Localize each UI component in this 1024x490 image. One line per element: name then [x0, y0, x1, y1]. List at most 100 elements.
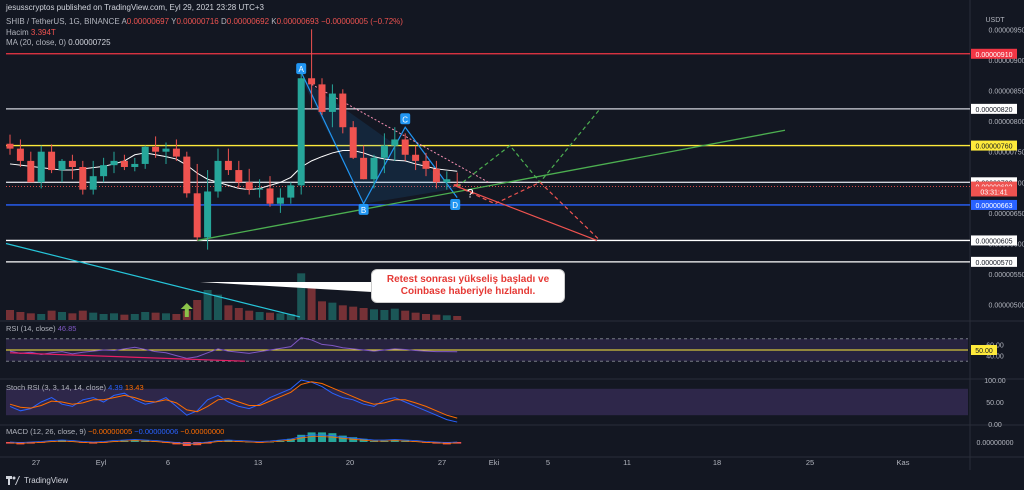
price-axis-badge [971, 199, 1017, 210]
volume-bar [338, 305, 347, 320]
price-axis-badge [971, 103, 1017, 114]
open-value: 0.00000697 [126, 17, 170, 26]
candle-body [141, 146, 149, 164]
candle-body [183, 156, 191, 194]
candle-body [297, 78, 305, 186]
time-tick-label: 20 [346, 458, 354, 467]
macd-value-3: −0.00000000 [180, 427, 225, 436]
price-axis-badge-text: 0.00000760 [976, 144, 1013, 151]
macd-value-1: −0.00000005 [88, 427, 133, 436]
volume-bar [224, 305, 233, 320]
volume-bar [120, 314, 129, 320]
price-tick-label: 0.00000900 [989, 58, 1024, 65]
stoch-d-value: 13.43 [124, 383, 144, 392]
pattern-point-label: C [402, 115, 408, 124]
macd-hist-bar [328, 433, 337, 442]
volume-bar [58, 312, 66, 320]
price-axis-badge-text: 0.00000910 [976, 52, 1013, 59]
price-axis-badge-text: 0.00000570 [976, 260, 1013, 267]
rsi-value: 46.85 [57, 324, 77, 333]
candle-body [245, 182, 253, 190]
volume-bar [349, 306, 358, 320]
volume-bar [214, 294, 222, 320]
candle-body [380, 145, 388, 158]
candle-body [422, 160, 430, 169]
volume-bar [276, 313, 285, 320]
volume-bar [89, 312, 98, 320]
candle-body [214, 160, 222, 192]
candle-body [391, 139, 399, 146]
price-tick-label: 0.00000550 [989, 272, 1024, 279]
price-axis-badge [971, 256, 1017, 267]
pattern-point-label: B [361, 206, 366, 215]
open-key: A [121, 17, 127, 26]
macd-hist-bar [318, 432, 326, 442]
volume-bar [141, 312, 150, 320]
ma-label: MA (20, close, 0) [6, 38, 67, 47]
volume-bar [78, 310, 87, 320]
volume-bar [442, 315, 451, 320]
stoch-legend[interactable]: Stoch RSI (3, 3, 14, 14, close) 4.39 13.… [6, 383, 144, 392]
price-tick-label: 0.00000500 [989, 303, 1024, 310]
candle-body [287, 185, 295, 198]
annotation-callout[interactable]: Retest sonrası yükseliş başladı ve Coinb… [372, 270, 564, 302]
time-tick-label: 6 [166, 458, 170, 467]
pattern-point-label: A [299, 65, 305, 74]
time-tick-label: Kas [897, 458, 910, 467]
stoch-tick-label: 100.00 [984, 378, 1006, 385]
volume-bar [359, 308, 368, 320]
footer-brand[interactable]: TradingView [6, 476, 68, 485]
volume-bar [255, 312, 264, 320]
volume-label: Hacim [6, 28, 29, 37]
candle-body [48, 151, 56, 171]
stoch-tick-label: 0.00 [988, 422, 1002, 429]
candle-body [308, 78, 316, 85]
low-key: D [220, 17, 227, 26]
candle-body [79, 167, 87, 190]
pattern-point-badge [450, 198, 461, 210]
macd-signal-line [9, 436, 458, 445]
price-tick-label: 0.00000950 [989, 27, 1024, 34]
macd-hist-bar [307, 432, 316, 442]
volume-bar [37, 314, 46, 320]
macd-legend[interactable]: MACD (12, 26, close, 9) −0.00000005 −0.0… [6, 427, 224, 436]
stoch-band [6, 388, 968, 416]
macd-line [9, 434, 458, 444]
candle-body [120, 160, 128, 167]
ascending-trendline [197, 129, 786, 242]
volume-bar [151, 312, 160, 320]
callout-text: Retest sonrası yükseliş başladı ve Coinb… [386, 274, 550, 297]
price-axis-badge-text: 0.00000605 [976, 238, 1013, 245]
rsi-legend[interactable]: RSI (14, close) 46.85 [6, 324, 76, 333]
rsi-divergence-line [9, 352, 246, 362]
candle-body [27, 160, 35, 183]
low-value: 0.00000692 [226, 17, 270, 26]
candle-body [6, 143, 14, 149]
volume-bar [234, 308, 243, 320]
ma-legend[interactable]: MA (20, close, 0) 0.00000725 [6, 38, 111, 47]
symbol-label[interactable]: SHIB / TetherUS, 1G, BINANCE [6, 17, 120, 26]
candle-body [443, 179, 451, 183]
descending-support-line [5, 242, 301, 318]
volume-legend[interactable]: Hacim 3.394T [6, 28, 56, 37]
candle-body [412, 154, 420, 161]
time-tick-label: 27 [32, 458, 40, 467]
pattern-point-label: D [452, 201, 458, 210]
candle-body [162, 148, 170, 152]
high-key: Y [171, 17, 177, 26]
price-axis-badge-text: 0.00000820 [976, 107, 1013, 114]
change-value: −0.00000005 (−0.72%) [321, 17, 403, 26]
price-axis-badge [971, 48, 1017, 59]
candle-body [432, 168, 440, 183]
pattern-point-badge [400, 113, 411, 125]
volume-bar [193, 300, 202, 320]
high-value: 0.00000716 [176, 17, 219, 26]
price-tick-label: 0.00000750 [989, 150, 1024, 157]
volume-bar [422, 314, 430, 320]
macd-value-2: −0.00000006 [134, 427, 179, 436]
volume-bar [99, 314, 108, 320]
candle-body [453, 184, 461, 187]
candle-body [224, 160, 232, 171]
candle-body [16, 148, 24, 161]
